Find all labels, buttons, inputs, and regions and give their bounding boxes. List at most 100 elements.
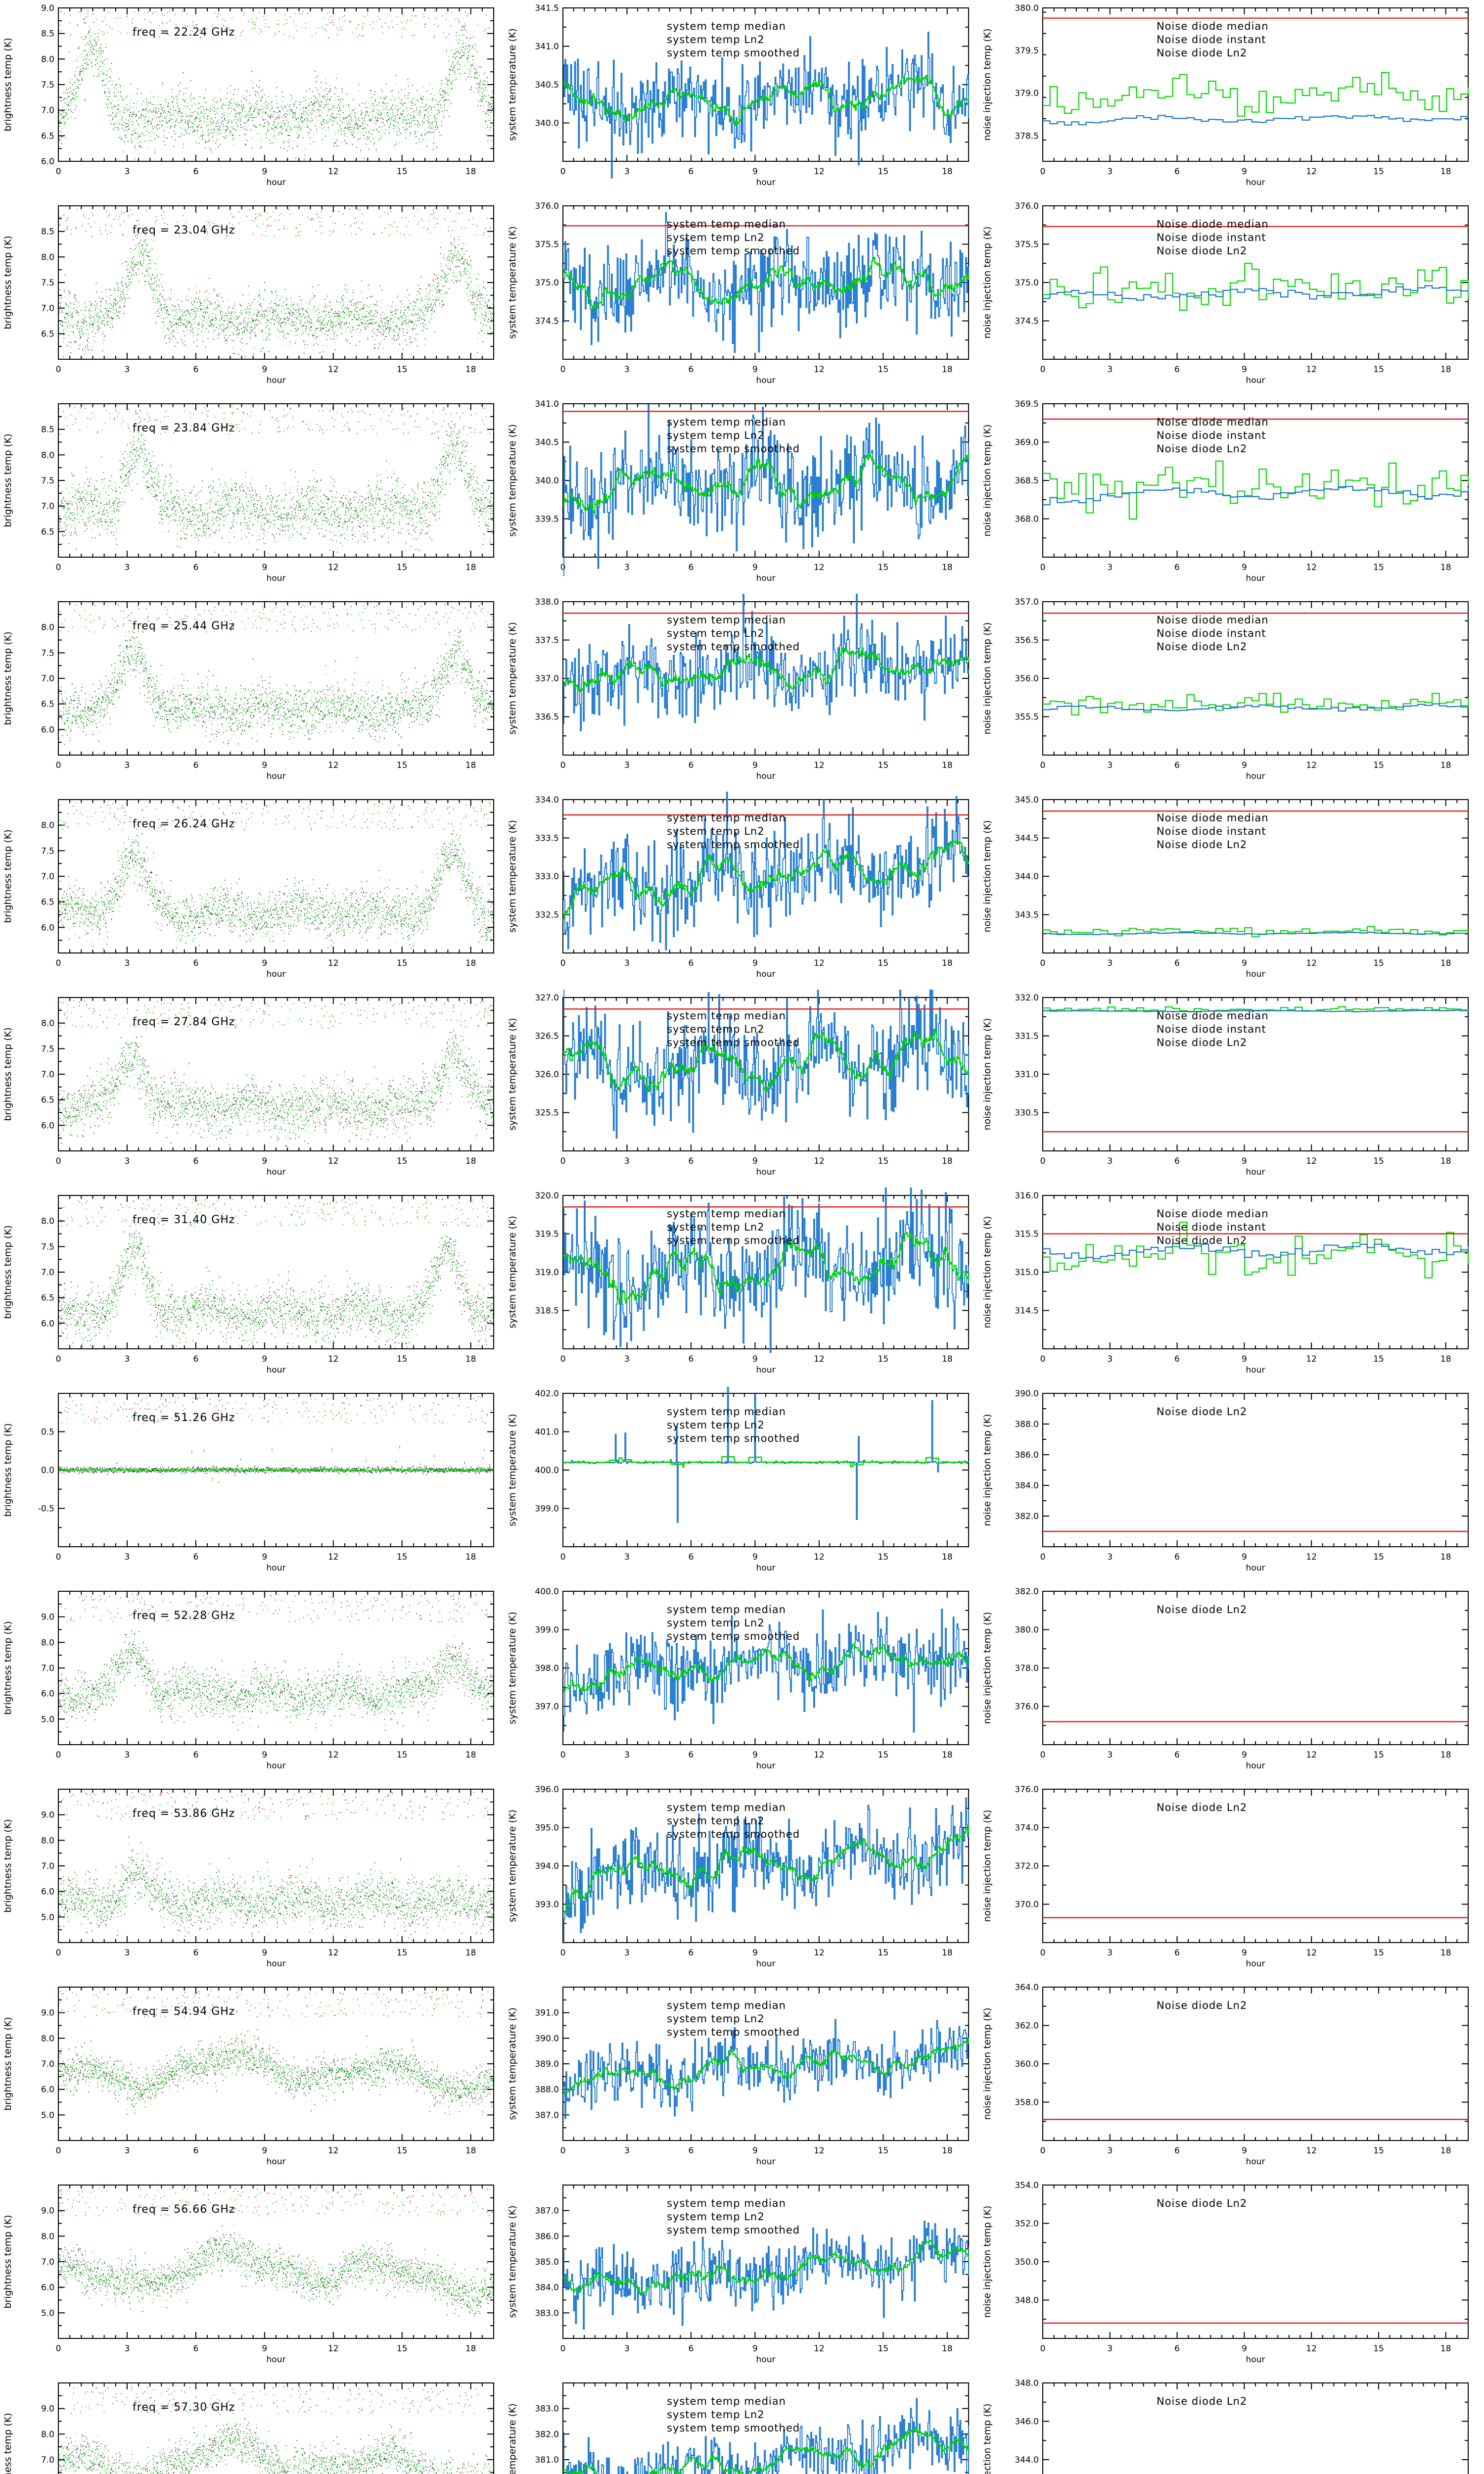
svg-text:378.0: 378.0 (1015, 1664, 1039, 1673)
svg-text:375.5: 375.5 (535, 240, 559, 250)
legend-entry: system temp Ln2 (667, 232, 765, 243)
svg-text:brightness temp (K): brightness temp (K) (2, 38, 13, 131)
svg-text:12: 12 (1306, 563, 1317, 572)
svg-text:18: 18 (1440, 1156, 1451, 1166)
svg-text:3: 3 (125, 2344, 130, 2354)
legend-entry: system temp Ln2 (667, 1419, 765, 1431)
legend-entry: Noise diode instant (1157, 1023, 1266, 1035)
svg-text:18: 18 (1440, 958, 1451, 968)
legend-entry: Noise diode Ln2 (1157, 1999, 1247, 2011)
legend-entry: Noise diode median (1157, 416, 1269, 428)
svg-text:12: 12 (814, 563, 825, 572)
svg-text:15: 15 (878, 1948, 889, 1958)
svg-text:320.0: 320.0 (535, 1191, 559, 1201)
svg-text:364.0: 364.0 (1015, 1983, 1039, 1993)
svg-text:15: 15 (397, 1552, 408, 1562)
legend-entry: Noise diode Ln2 (1157, 2197, 1247, 2209)
svg-text:3: 3 (624, 958, 630, 968)
svg-text:6.0: 6.0 (41, 1689, 54, 1699)
legend-entry: system temp Ln2 (667, 1617, 765, 1629)
svg-text:6: 6 (1174, 2146, 1180, 2156)
legend-entry: Noise diode Ln2 (1157, 1406, 1247, 1418)
svg-text:hour: hour (1246, 2157, 1265, 2167)
svg-text:333.0: 333.0 (535, 872, 559, 882)
legend-entry: Noise diode instant (1157, 34, 1266, 46)
svg-text:noise injection temp (K): noise injection temp (K) (982, 1612, 993, 1724)
svg-text:370.0: 370.0 (1015, 1900, 1039, 1910)
svg-text:brightness temp (K): brightness temp (K) (2, 829, 13, 923)
svg-text:hour: hour (1246, 1365, 1265, 1375)
brightness-temp-panel: 0 3 6 9 12 15 18 hour 6.0 6.5 7.0 7.5 8.0 brightness … (0, 990, 505, 1188)
svg-text:9: 9 (1242, 1948, 1247, 1958)
svg-text:3: 3 (125, 167, 130, 177)
brightness-temp-panel: 0 3 6 9 12 15 18 hour 6.0 6.5 7.0 7.5 8.0 brightness … (0, 1188, 505, 1385)
freq-annotation: freq = 27.84 GHz (133, 1016, 235, 1028)
svg-text:6: 6 (193, 1552, 198, 1562)
svg-text:0: 0 (560, 958, 566, 968)
svg-text:0: 0 (1040, 2146, 1046, 2156)
svg-text:brightness temp (K): brightness temp (K) (2, 433, 13, 527)
svg-text:hour: hour (267, 573, 286, 583)
svg-text:386.0: 386.0 (535, 2232, 559, 2241)
noise-injection-temp-panel: 0 3 6 9 12 15 18 hour 374.5 375.0 375.5 376.0 noise … (979, 198, 1484, 396)
svg-text:6: 6 (1174, 563, 1180, 572)
svg-text:0: 0 (56, 365, 61, 375)
svg-text:0: 0 (1040, 1156, 1046, 1166)
svg-text:9: 9 (1242, 563, 1247, 572)
panel-row: 0 3 6 9 12 15 18 hour 5.0 6.0 7.0 8.0 9.0 brightness … (0, 1781, 1484, 1979)
svg-text:315.5: 315.5 (1015, 1230, 1039, 1239)
svg-text:3: 3 (125, 1948, 130, 1958)
legend-entry: system temp smoothed (667, 2422, 800, 2434)
svg-text:0.0: 0.0 (41, 1466, 54, 1475)
svg-text:6.0: 6.0 (41, 157, 54, 167)
svg-text:9: 9 (262, 563, 267, 572)
legend-entry: system temp Ln2 (667, 825, 765, 837)
legend-entry: system temp median (667, 218, 786, 230)
svg-text:344.0: 344.0 (1015, 2455, 1039, 2465)
svg-text:12: 12 (1306, 958, 1317, 968)
brightness-temp-panel: 0 3 6 9 12 15 18 hour -0.5 0.0 0.5 brightness temp … (0, 1385, 505, 1583)
legend-entry: system temp smoothed (667, 1235, 800, 1246)
svg-text:6: 6 (193, 1354, 198, 1364)
svg-text:brightness temp (K): brightness temp (K) (2, 2017, 13, 2110)
svg-text:12: 12 (814, 365, 825, 375)
svg-text:12: 12 (814, 1552, 825, 1562)
svg-text:noise injection temp (K): noise injection temp (K) (982, 1216, 993, 1329)
svg-text:331.0: 331.0 (1015, 1070, 1039, 1080)
legend-entry: system temp smoothed (667, 2224, 800, 2236)
noise-injection-temp-panel: 0 3 6 9 12 15 18 hour 355.5 356.0 356.5 357.0 noise … (979, 594, 1484, 792)
legend-entry: Noise diode Ln2 (1157, 1037, 1247, 1048)
svg-text:18: 18 (465, 1750, 476, 1760)
svg-text:9: 9 (262, 2344, 267, 2354)
svg-text:6: 6 (1174, 1156, 1180, 1166)
noise-injection-temp-panel: 0 3 6 9 12 15 18 hour 376.0 378.0 380.0 382.0 noise … (979, 1583, 1484, 1781)
svg-text:-0.5: -0.5 (38, 1504, 54, 1514)
system-temperature-panel: 0 3 6 9 12 15 18 hour 393.0 394.0 395.0 396.0 system… (505, 1781, 979, 1979)
system-temperature-panel: 0 3 6 9 12 15 18 hour 374.5 375.0 375.5 376.0 system… (505, 198, 979, 396)
svg-text:3: 3 (624, 1948, 630, 1958)
svg-text:15: 15 (1373, 2344, 1384, 2354)
svg-text:12: 12 (1306, 761, 1317, 770)
svg-text:hour: hour (756, 1959, 776, 1969)
svg-text:8.0: 8.0 (41, 821, 54, 831)
svg-text:3: 3 (624, 365, 630, 375)
svg-text:6: 6 (1174, 958, 1180, 968)
svg-text:hour: hour (756, 178, 776, 188)
system-temperature-panel: 0 3 6 9 12 15 18 hour 336.5 337.0 337.5 338.0 system… (505, 594, 979, 792)
svg-text:0: 0 (1040, 1948, 1046, 1958)
svg-text:9: 9 (752, 365, 758, 375)
svg-text:hour: hour (1246, 573, 1265, 583)
svg-text:0: 0 (560, 167, 566, 177)
legend-entry: Noise diode median (1157, 1010, 1269, 1022)
svg-text:9: 9 (262, 761, 267, 770)
svg-text:8.0: 8.0 (41, 252, 54, 262)
svg-text:383.0: 383.0 (535, 2308, 559, 2318)
svg-text:9: 9 (1242, 1750, 1247, 1760)
svg-text:380.0: 380.0 (1015, 3, 1039, 13)
svg-text:6: 6 (1174, 167, 1180, 177)
svg-text:6: 6 (1174, 1948, 1180, 1958)
legend-entry: system temp Ln2 (667, 627, 765, 639)
svg-text:system temperature (K): system temperature (K) (507, 1809, 518, 1922)
brightness-temp-panel: 0 3 6 9 12 15 18 hour 6.0 6.5 7.0 7.5 8.0 brightness … (0, 594, 505, 792)
svg-text:18: 18 (942, 2146, 953, 2156)
